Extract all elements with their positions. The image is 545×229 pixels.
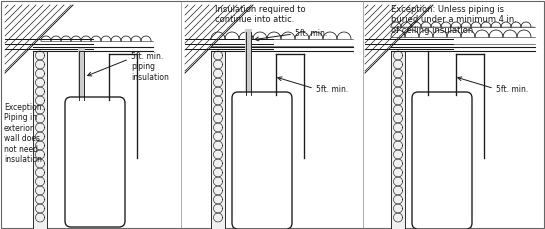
Text: 5ft. min.
piping
insulation: 5ft. min. piping insulation — [131, 52, 169, 82]
Text: Insulation required to
continue into attic.: Insulation required to continue into att… — [215, 5, 306, 25]
Text: 5ft. min.: 5ft. min. — [496, 85, 528, 93]
Bar — [211, 51, 225, 229]
FancyBboxPatch shape — [412, 92, 472, 229]
FancyBboxPatch shape — [65, 97, 125, 227]
Text: 5ft. min.: 5ft. min. — [316, 85, 348, 93]
Bar — [33, 51, 47, 229]
Bar — [391, 51, 405, 229]
Text: Exception:
Piping in
exterior
wall does
not need
insulation: Exception: Piping in exterior wall does … — [4, 103, 44, 164]
Text: Exception: Unless piping is
buried under a minimum 4 in.
of ceiling insulation: Exception: Unless piping is buried under… — [391, 5, 517, 35]
FancyBboxPatch shape — [232, 92, 292, 229]
Text: 5ft. min.: 5ft. min. — [295, 29, 327, 38]
